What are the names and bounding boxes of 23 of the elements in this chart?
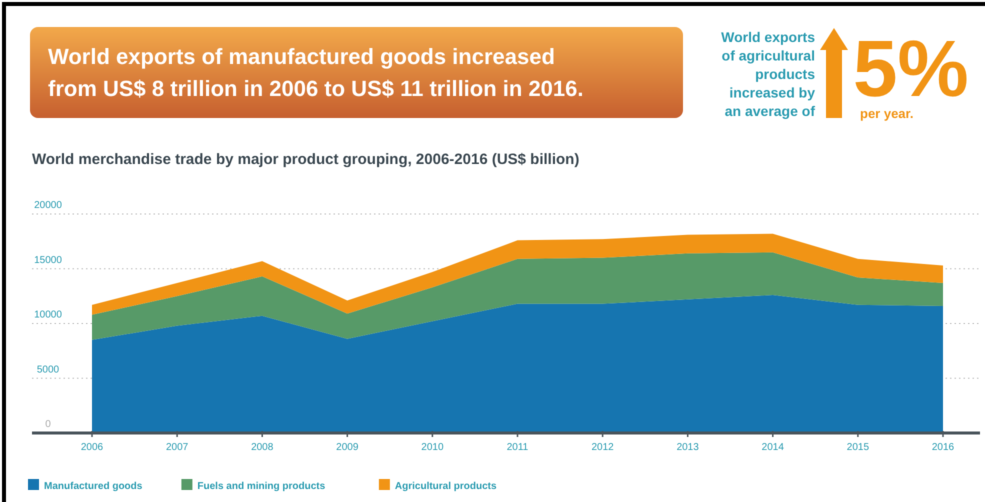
y-tick-label: 15000 <box>34 254 62 266</box>
legend-label: Agricultural products <box>394 481 498 492</box>
text: World exports of manufactured goods increased from US$ 8 trillion in 2006 to US$ 11 trillion in 2016. <box>48 44 584 101</box>
x-tick-label: 2012 <box>591 442 614 453</box>
text: World exports of agricultural products increased by an average of <box>721 29 816 119</box>
x-tick-label: 2015 <box>846 442 870 453</box>
y-tick-label: 5000 <box>36 364 60 376</box>
legend-label: Manufactured goods <box>44 481 143 492</box>
y-tick-label: 0 <box>45 419 52 430</box>
y-tick-label: 10000 <box>34 310 62 320</box>
x-tick-label: 2007 <box>166 442 189 453</box>
chart-title: World merchandise trade by major product grouping, 2006-2016 (US$ billion) <box>32 151 580 168</box>
x-tick-label: 2011 <box>506 442 529 453</box>
x-tick-label: 2006 <box>80 442 104 453</box>
x-tick-label: 2008 <box>251 442 274 453</box>
x-tick-label: 2014 <box>762 442 784 453</box>
legend-label: Fuels and mining products <box>197 481 326 492</box>
x-tick-label: 2010 <box>421 442 444 453</box>
x-tick-label: 2016 <box>932 442 955 453</box>
y-tick-label: 20000 <box>34 200 62 211</box>
x-tick-label: 2009 <box>336 442 359 453</box>
text: per year. <box>860 106 914 121</box>
x-tick-label: 2013 <box>676 442 700 453</box>
